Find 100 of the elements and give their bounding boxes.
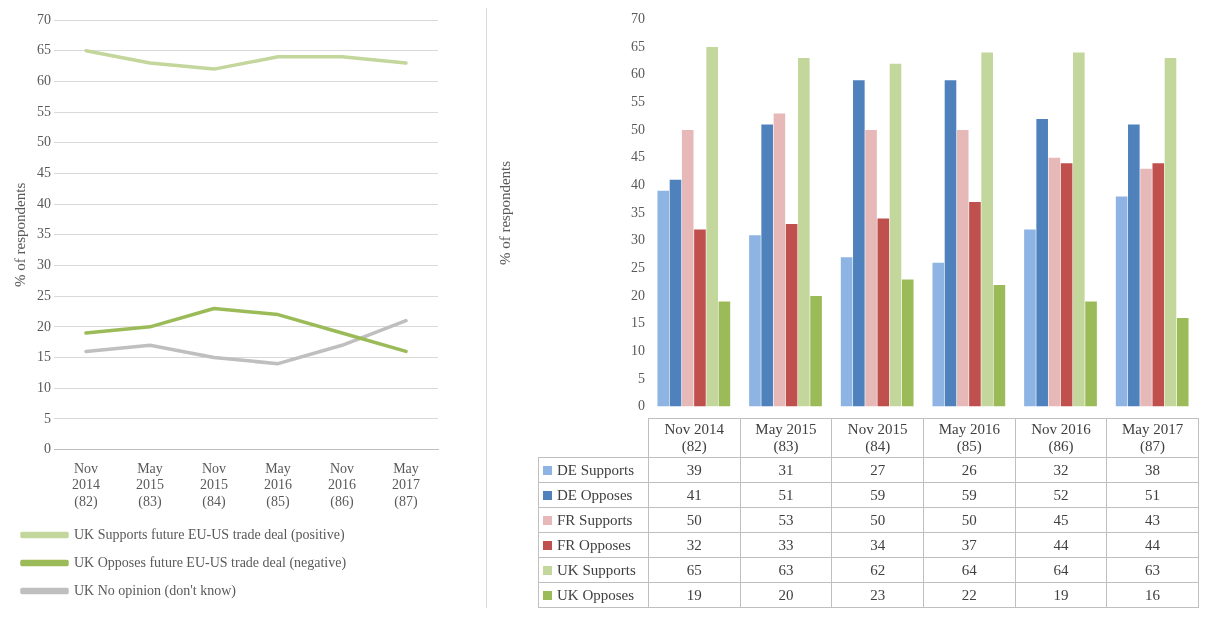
- x-tick-label: Nov 2015 (84): [200, 460, 228, 511]
- y-tick-label: 20: [37, 318, 51, 334]
- y-tick-label: 10: [631, 342, 645, 358]
- y-tick-label: 10: [37, 379, 51, 395]
- bar: [944, 80, 957, 407]
- y-tick-label: 20: [631, 287, 645, 303]
- y-tick-label: 35: [631, 204, 645, 220]
- data-label: 27: [831, 457, 924, 483]
- y-tick-label: 60: [631, 66, 645, 82]
- data-label: 44: [1106, 532, 1199, 558]
- y-tick-label: 30: [37, 257, 51, 273]
- bar: [810, 295, 822, 407]
- data-label: 53: [740, 507, 832, 533]
- bar: [694, 229, 706, 407]
- x-tick-label: Nov 2015 (84): [832, 421, 923, 455]
- x-tick-label: May 2016 (85): [923, 421, 1015, 455]
- bar: [718, 301, 731, 407]
- data-label: 41: [648, 482, 741, 508]
- y-axis-title: % of respondents: [11, 182, 28, 287]
- data-label: 23: [831, 582, 924, 608]
- data-label: 45: [1015, 507, 1107, 533]
- bar: [1036, 118, 1048, 407]
- y-tick-label: 0: [44, 441, 51, 457]
- data-label: 43: [1106, 507, 1199, 533]
- bar: [785, 224, 798, 407]
- data-label: 62: [831, 557, 924, 583]
- data-label: 64: [1015, 557, 1107, 583]
- bar: [1024, 229, 1036, 407]
- y-tick-label: 65: [37, 42, 51, 58]
- legend-label: UK Opposes future EU-US trade deal (negative): [74, 554, 347, 571]
- x-tick-label: May 2017 (87): [392, 460, 420, 511]
- x-tick-label: Nov 2014 (82): [649, 421, 740, 455]
- data-label: 59: [831, 482, 924, 508]
- data-label: 50: [831, 507, 924, 533]
- data-label: 19: [648, 582, 741, 608]
- legend-label: UK Supports future EU-US trade deal (positive): [74, 526, 345, 543]
- y-tick-label: 25: [37, 287, 51, 303]
- bar: [901, 279, 914, 407]
- bar: [840, 257, 853, 407]
- x-tick-label: May 2015 (83): [740, 421, 832, 455]
- bar: [761, 124, 773, 407]
- data-label: 26: [923, 457, 1016, 483]
- data-label: 50: [923, 507, 1016, 533]
- legend-label: FR Opposes: [538, 532, 649, 558]
- y-axis-title: % of respondents: [496, 160, 513, 266]
- bar: [657, 190, 670, 407]
- y-tick-label: 65: [631, 38, 645, 54]
- bar: [1048, 157, 1061, 407]
- y-tick-label: 5: [638, 370, 645, 386]
- data-label: 32: [1015, 457, 1107, 483]
- y-tick-label: 55: [37, 103, 51, 119]
- legend-label: UK Supports: [538, 557, 649, 583]
- y-tick-label: 5: [44, 410, 51, 426]
- y-tick-label: 50: [37, 134, 51, 150]
- bar: [1164, 58, 1177, 407]
- data-label: 16: [1106, 582, 1199, 608]
- y-tick-label: 55: [631, 94, 645, 110]
- bar: [889, 63, 902, 407]
- bar: [749, 235, 761, 407]
- x-tick-label: Nov 2016 (86): [328, 460, 356, 511]
- bar: [981, 52, 993, 407]
- bar: [773, 113, 786, 407]
- x-tick-label: May 2016 (85): [264, 460, 292, 511]
- data-label: 44: [1015, 532, 1107, 558]
- y-tick-label: 70: [631, 11, 645, 27]
- data-label: 33: [740, 532, 832, 558]
- data-label: 64: [923, 557, 1016, 583]
- bar: [798, 58, 810, 407]
- data-label: 31: [740, 457, 832, 483]
- x-tick-label: Nov 2016 (86): [1015, 421, 1107, 455]
- bar: [669, 179, 682, 407]
- data-label: 38: [1106, 457, 1199, 483]
- y-tick-label: 45: [37, 165, 51, 181]
- data-label: 51: [1106, 482, 1199, 508]
- legend-label: DE Opposes: [538, 482, 649, 508]
- data-label: 39: [648, 457, 741, 483]
- legend-label: FR Supports: [538, 507, 649, 533]
- data-label: 51: [740, 482, 832, 508]
- x-tick-label: May 2017 (87): [1107, 421, 1198, 455]
- bar: [1073, 52, 1085, 407]
- bar: [969, 201, 981, 407]
- bar: [1152, 163, 1165, 407]
- bar: [1128, 124, 1140, 407]
- data-label: 59: [923, 482, 1016, 508]
- y-tick-label: 25: [631, 259, 645, 275]
- y-tick-label: 15: [37, 349, 51, 365]
- y-tick-label: 40: [37, 195, 51, 211]
- bar: [932, 262, 945, 407]
- x-tick-label: May 2015 (83): [136, 460, 164, 511]
- y-tick-label: 60: [37, 73, 51, 89]
- data-label: 19: [1015, 582, 1107, 608]
- data-label: 52: [1015, 482, 1107, 508]
- y-tick-label: 15: [631, 315, 645, 331]
- data-label: 63: [740, 557, 832, 583]
- data-label: 34: [831, 532, 924, 558]
- y-tick-label: 40: [631, 177, 645, 193]
- legend-label: UK Opposes: [538, 582, 649, 608]
- bar: [865, 130, 877, 407]
- y-tick-label: 45: [631, 149, 645, 165]
- bar: [993, 284, 1006, 407]
